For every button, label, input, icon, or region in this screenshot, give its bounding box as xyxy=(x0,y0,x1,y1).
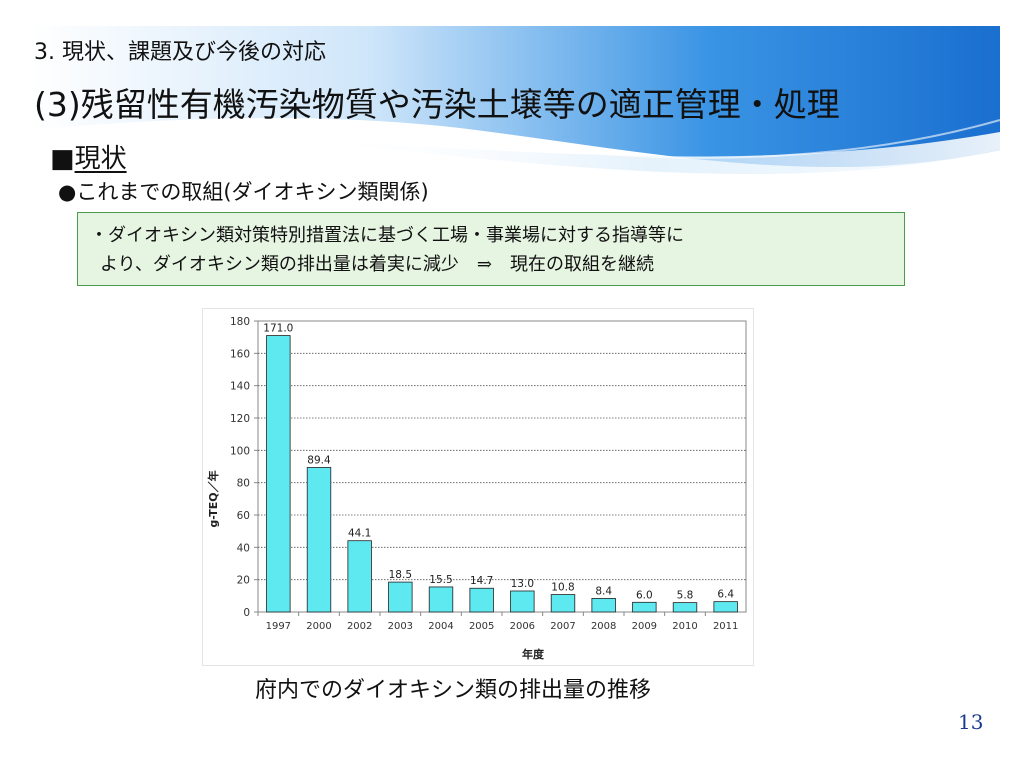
y-axis-ticks: 0 20 40 60 80 100 120 140 160 180 xyxy=(230,316,258,619)
x-tick-label: 2010 xyxy=(672,621,697,632)
x-axis-label: 年度 xyxy=(522,647,545,661)
bar xyxy=(713,601,738,613)
section-label: 現状 xyxy=(74,144,127,174)
y-tick-label: 120 xyxy=(230,413,250,425)
data-label: 89.4 xyxy=(307,454,331,466)
x-tick-label: 2008 xyxy=(591,621,616,632)
data-labels: 171.0 89.4 44.1 18.5 15.5 14.7 13.0 10.8 8.4 6.0 5… xyxy=(263,323,734,602)
y-tick-label: 40 xyxy=(237,542,250,554)
page-title: (3)残留性有機汚染物質や汚染土壌等の適正管理・処理 xyxy=(34,85,840,124)
x-tick-label: 2007 xyxy=(550,621,575,632)
y-tick-label: 60 xyxy=(237,510,250,522)
x-tick-label: 2000 xyxy=(306,621,331,632)
x-tick-label: 2002 xyxy=(347,621,372,632)
bar xyxy=(347,540,372,613)
data-label: 14.7 xyxy=(470,575,493,587)
data-label: 5.8 xyxy=(677,590,694,602)
x-tick-label: 1997 xyxy=(266,621,291,632)
y-axis-label: g-TEQ／年 xyxy=(206,470,220,527)
y-tick-label: 180 xyxy=(230,316,250,328)
bar xyxy=(672,602,698,613)
note-line-1: ・ダイオキシン類対策特別措置法に基づく工場・事業場に対する指導等に xyxy=(90,225,684,246)
y-tick-label: 140 xyxy=(230,381,250,393)
y-tick-label: 0 xyxy=(243,607,250,619)
bar xyxy=(632,601,657,613)
bars xyxy=(266,335,738,613)
data-label: 18.5 xyxy=(389,569,412,581)
y-tick-label: 80 xyxy=(237,478,250,490)
chart-caption: 府内でのダイオキシン類の排出量の推移 xyxy=(255,678,652,703)
data-label: 10.8 xyxy=(551,582,574,594)
data-label: 6.4 xyxy=(717,589,734,601)
section-heading: ■現状 xyxy=(50,138,127,175)
data-label: 44.1 xyxy=(348,528,371,540)
bar xyxy=(388,581,413,613)
bar xyxy=(510,590,535,613)
y-tick-label: 100 xyxy=(230,445,250,457)
page-number: 13 xyxy=(958,710,984,734)
data-label: 13.0 xyxy=(511,578,534,590)
bar xyxy=(550,594,576,613)
bar xyxy=(469,587,494,613)
y-tick-label: 20 xyxy=(237,575,250,587)
data-label: 15.5 xyxy=(429,574,452,586)
bar xyxy=(591,598,616,613)
note-line-2: より、ダイオキシン類の排出量は着実に減少 ⇒ 現在の取組を継続 xyxy=(100,254,654,275)
x-tick-label: 2004 xyxy=(428,621,453,632)
plot-area xyxy=(257,320,747,613)
data-label: 171.0 xyxy=(263,323,293,335)
summary-note-box: ・ダイオキシン類対策特別措置法に基づく工場・事業場に対する指導等に より、ダイオ… xyxy=(77,212,905,286)
x-axis-ticks: 1997 2000 2002 2003 2004 2005 2006 2007 2008 2009… xyxy=(257,612,738,632)
bar xyxy=(428,586,454,613)
x-tick-label: 2009 xyxy=(632,621,657,632)
x-tick-label: 2006 xyxy=(510,621,535,632)
section-marker: ■ xyxy=(50,144,75,174)
bar-chart: 171.0 89.4 44.1 18.5 15.5 14.7 13.0 10.8 8.4 6.0 5… xyxy=(206,316,747,661)
x-tick-label: 2005 xyxy=(469,621,494,632)
x-tick-label: 2003 xyxy=(388,621,413,632)
header-subtitle: 3. 現状、課題及び今後の対応 xyxy=(34,40,326,65)
y-tick-label: 160 xyxy=(230,348,250,360)
subsection-heading: ●これまでの取組(ダイオキシン類関係) xyxy=(58,180,429,204)
data-label: 6.0 xyxy=(636,589,653,601)
emissions-chart: 171.0 89.4 44.1 18.5 15.5 14.7 13.0 10.8 8.4 6.0 5… xyxy=(202,308,754,666)
header-banner xyxy=(30,26,1001,175)
data-label: 8.4 xyxy=(595,585,612,597)
x-tick-label: 2011 xyxy=(713,621,738,632)
bar xyxy=(306,467,332,613)
gridlines xyxy=(257,320,747,613)
bar xyxy=(266,335,291,613)
